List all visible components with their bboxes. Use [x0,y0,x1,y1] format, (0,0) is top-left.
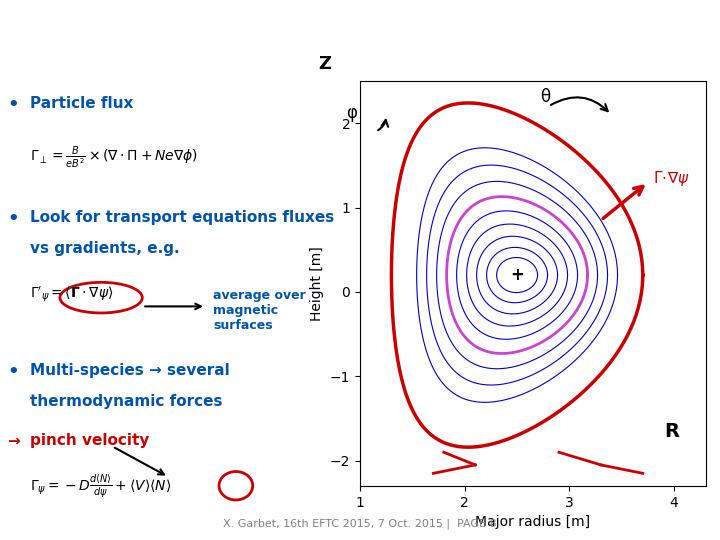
Y-axis label: Height [m]: Height [m] [310,246,324,321]
Text: θ: θ [540,88,550,106]
Text: $\Gamma'_\psi = \langle\mathbf{\Gamma}\cdot\nabla\psi\rangle$: $\Gamma'_\psi = \langle\mathbf{\Gamma}\c… [30,285,114,304]
Text: Z: Z [318,55,331,73]
Text: •: • [7,363,19,381]
Text: vs gradients, e.g.: vs gradients, e.g. [30,241,179,256]
Text: pinch velocity: pinch velocity [30,433,149,448]
Text: •: • [7,97,19,114]
Text: thermodynamic forces: thermodynamic forces [30,394,222,409]
Text: →: → [7,433,20,448]
Text: Multi-species → several: Multi-species → several [30,363,230,378]
Text: X. Garbet, 16th EFTC 2015, 7 Oct. 2015 |  PAGE 8: X. Garbet, 16th EFTC 2015, 7 Oct. 2015 |… [223,518,497,529]
Text: $\Gamma_\psi = -D\frac{d\langle N\rangle}{d\psi} + \langle V\rangle\langle N\ran: $\Gamma_\psi = -D\frac{d\langle N\rangle… [30,472,171,500]
Text: +: + [510,266,524,284]
Text: $\Gamma_\perp = \frac{B}{eB^2} \times (\nabla \cdot \Pi + Ne\nabla\phi)$: $\Gamma_\perp = \frac{B}{eB^2} \times (\… [30,145,198,171]
Text: $\Gamma\!\cdot\!\nabla\psi$: $\Gamma\!\cdot\!\nabla\psi$ [653,168,690,187]
X-axis label: Major radius [m]: Major radius [m] [475,515,590,529]
Text: cea: cea [22,19,69,44]
FancyArrowPatch shape [378,120,388,130]
Text: Radial fluxes: diffusion and pinch velocities: Radial fluxes: diffusion and pinch veloc… [120,25,600,45]
FancyArrowPatch shape [551,97,608,111]
Text: •: • [7,210,19,228]
Text: φ: φ [346,104,357,123]
Text: Look for transport equations fluxes: Look for transport equations fluxes [30,210,334,225]
Text: R: R [664,422,679,441]
Text: Particle flux: Particle flux [30,97,133,111]
Text: average over
magnetic
surfaces: average over magnetic surfaces [213,289,306,332]
